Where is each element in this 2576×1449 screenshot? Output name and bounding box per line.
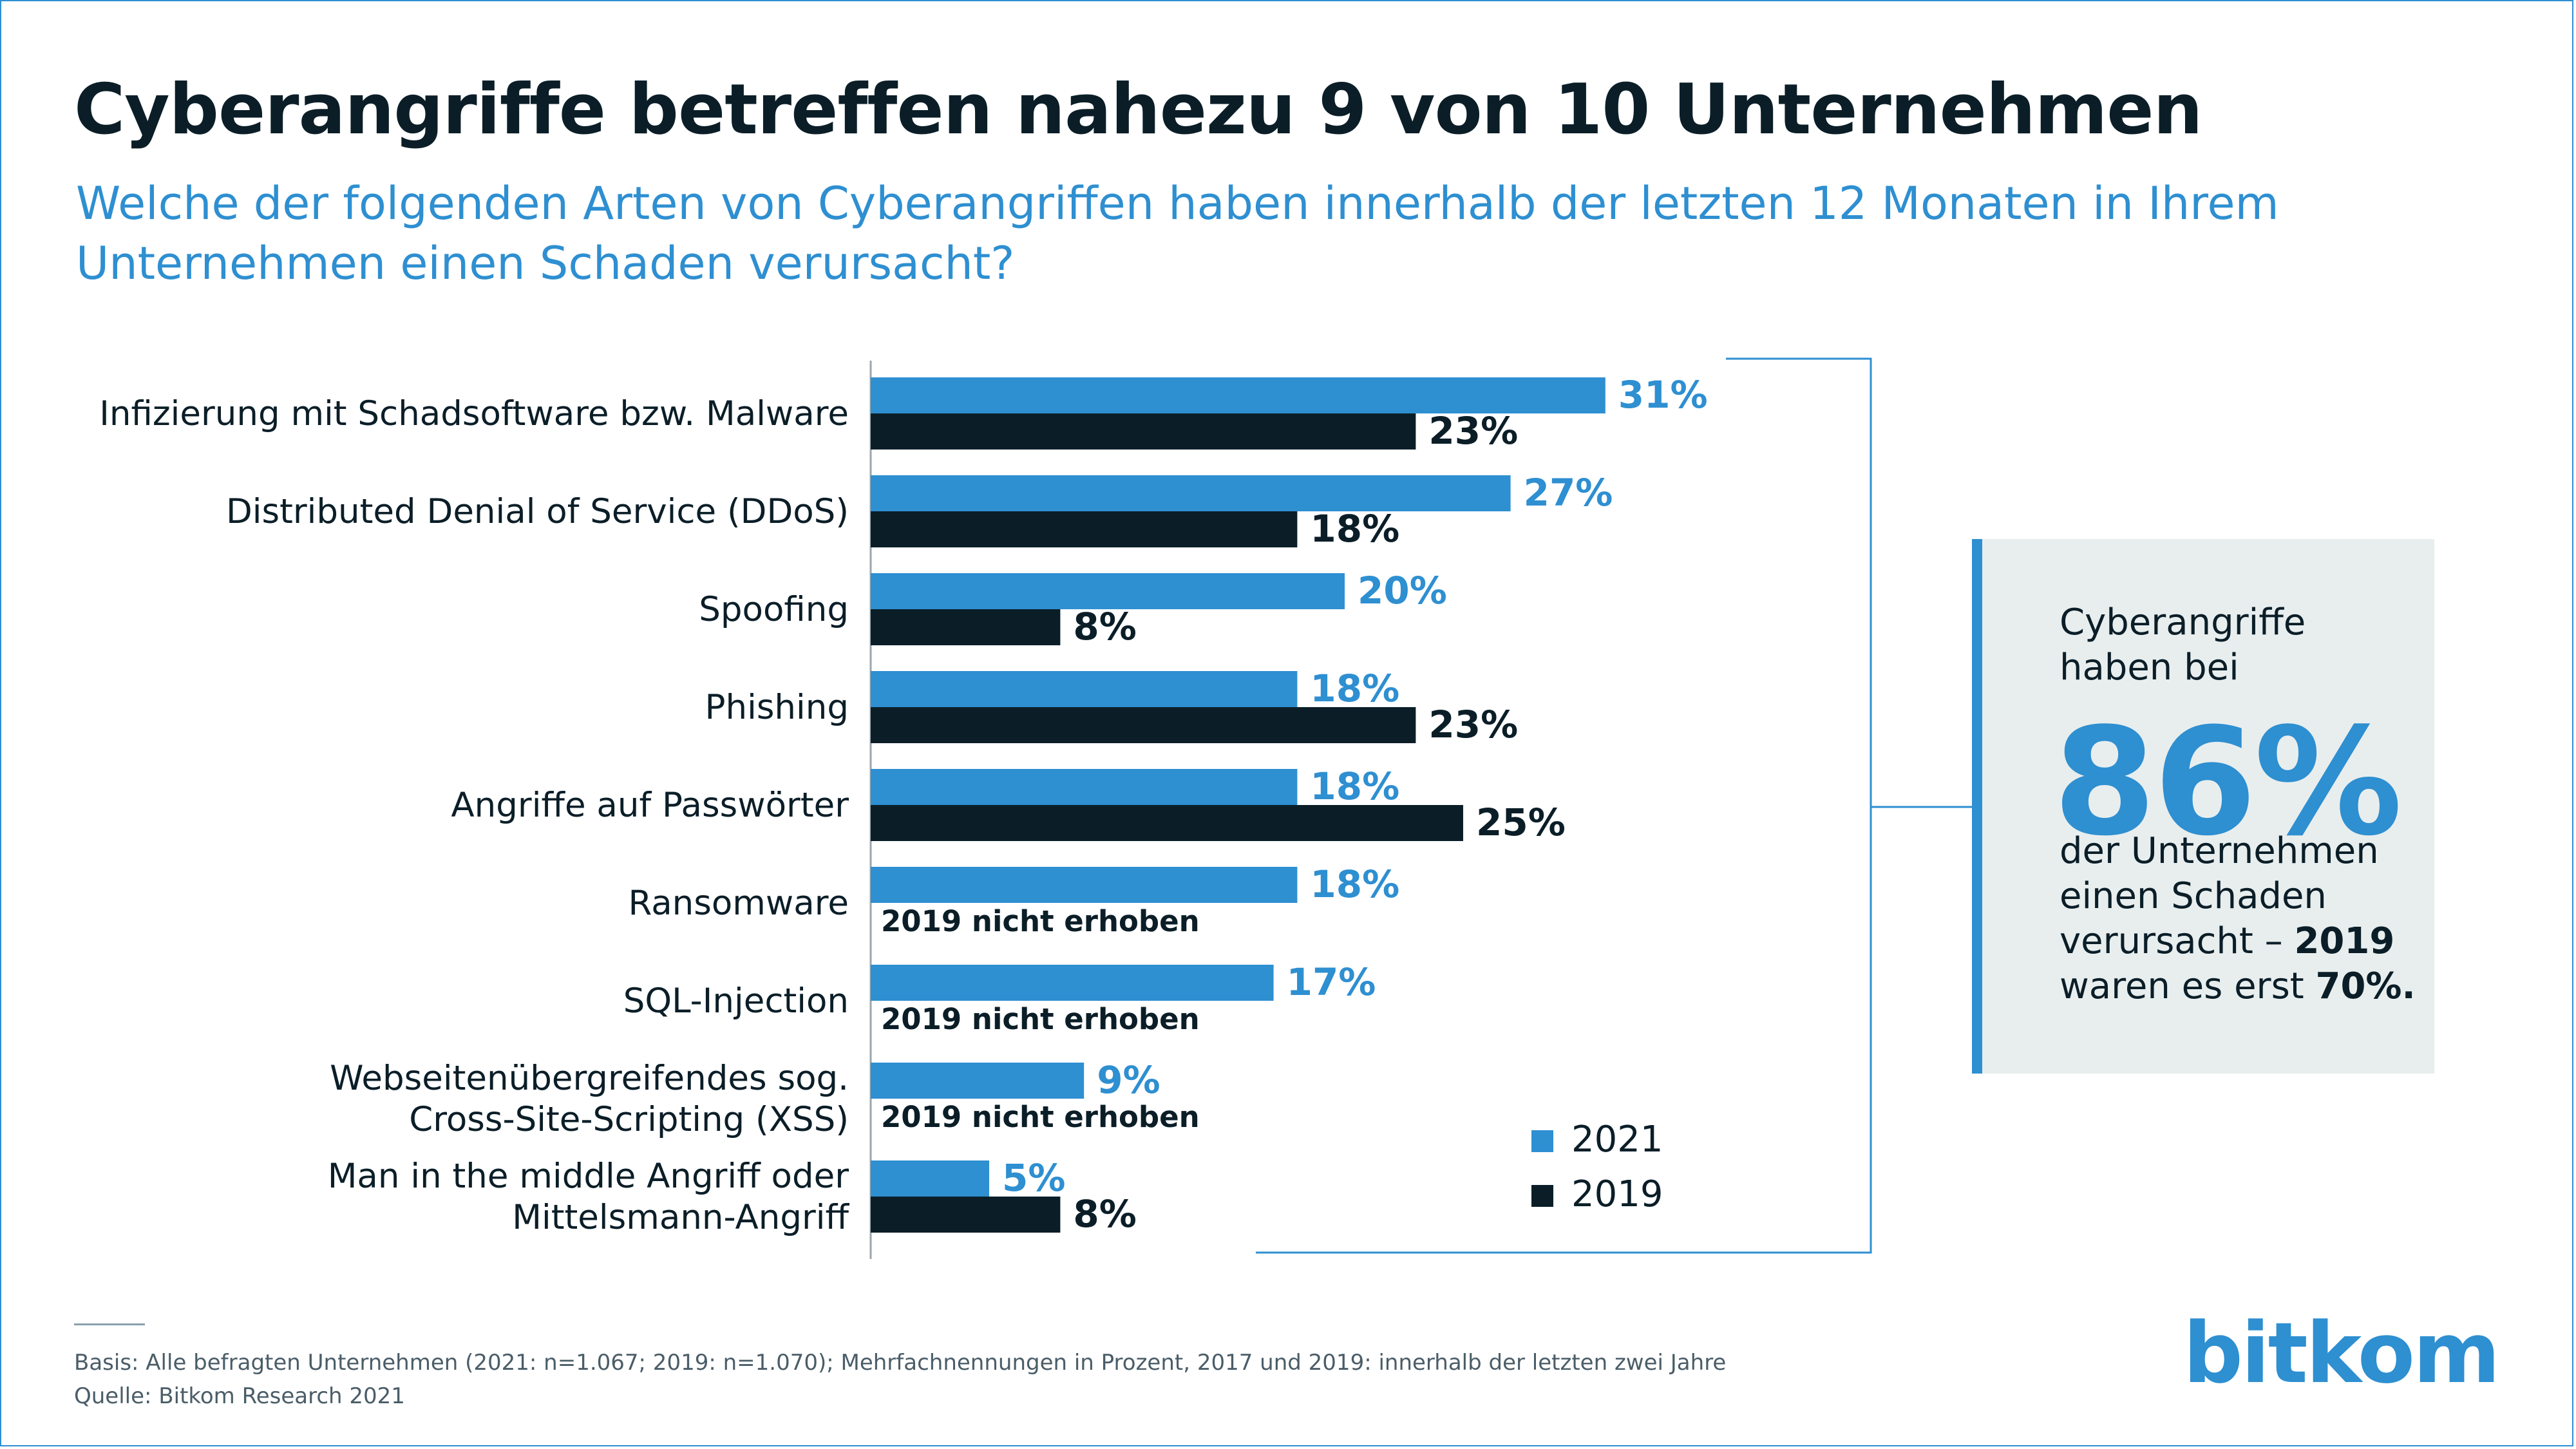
category-label: Phishing <box>705 688 849 727</box>
missing-2019-label: 2019 nicht erhoben <box>881 1100 1200 1134</box>
callout-box: Cyberangriffe haben bei 86% der Unterneh… <box>1972 539 2434 1074</box>
missing-2019-label: 2019 nicht erhoben <box>881 904 1200 938</box>
bar-2021 <box>871 1063 1084 1099</box>
bar-2019 <box>871 609 1061 645</box>
callout-line5-text: verursacht – <box>2060 920 2295 962</box>
data-label-2021: 9% <box>1097 1058 1160 1102</box>
bar-2019 <box>871 413 1416 450</box>
data-label-2021: 18% <box>1310 862 1399 906</box>
category-label: Webseitenübergreifendes sog. <box>330 1059 849 1098</box>
legend-swatch-2019 <box>1531 1185 1553 1207</box>
data-label-2019: 25% <box>1476 800 1566 844</box>
page-title: Cyberangriffe betreffen nahezu 9 von 10 … <box>74 70 2202 150</box>
category-label: Infizierung mit Schadsoftware bzw. Malwa… <box>99 394 849 433</box>
callout-big-value: 86% <box>2053 697 2403 869</box>
callout-line3: der Unternehmen <box>2060 830 2379 872</box>
category-label: Cross-Site-Scripting (XSS) <box>409 1100 849 1139</box>
bar-2021 <box>871 1160 989 1197</box>
data-label-2021: 31% <box>1618 373 1708 417</box>
data-label-2019: 23% <box>1428 409 1518 453</box>
data-label-2021: 27% <box>1524 471 1613 515</box>
callout-line1: Cyberangriffe <box>2060 601 2306 643</box>
page-subtitle: Welche der folgenden Arten von Cyberangr… <box>76 177 2279 290</box>
data-label-2021: 18% <box>1310 667 1399 710</box>
callout-line6: waren es erst 70%. <box>2060 964 2420 1009</box>
data-label-2019: 8% <box>1073 605 1136 649</box>
bitkom-logo: bitkom <box>2183 1304 2500 1402</box>
category-label: Spoofing <box>699 590 849 629</box>
legend-swatch-2021 <box>1531 1130 1553 1152</box>
footer: Basis: Alle befragten Unternehmen (2021:… <box>74 1346 1726 1413</box>
callout-line4: einen Schaden <box>2060 875 2327 917</box>
data-label-2019: 18% <box>1310 507 1399 551</box>
footer-basis: Basis: Alle befragten Unternehmen (2021:… <box>74 1350 1727 1376</box>
callout-intro: Cyberangriffe haben bei <box>2060 600 2394 690</box>
callout-line6-bold: 70%. <box>2315 965 2416 1007</box>
bracket-line <box>1256 357 1872 1254</box>
bar-2021 <box>871 965 1274 1001</box>
data-label-2021: 20% <box>1358 569 1447 612</box>
bar-2021 <box>871 377 1605 413</box>
category-label: Man in the middle Angriff oder <box>328 1157 849 1196</box>
legend-label-2021: 2021 <box>1571 1119 1663 1160</box>
bar-2019 <box>871 1197 1061 1233</box>
data-label-2019: 8% <box>1073 1192 1136 1236</box>
bar-2021 <box>871 769 1298 805</box>
data-label-2021: 5% <box>1002 1156 1065 1200</box>
category-label: Angriffe auf Passwörter <box>451 786 849 825</box>
bar-2021 <box>871 671 1298 707</box>
data-label-2021: 17% <box>1287 960 1376 1004</box>
callout-line6-text: waren es erst <box>2060 965 2316 1007</box>
data-label-2021: 18% <box>1310 764 1399 808</box>
callout-line2: haben bei <box>2060 647 2239 688</box>
bar-2021 <box>871 573 1345 609</box>
bar-2021 <box>871 475 1511 511</box>
category-label: Distributed Denial of Service (DDoS) <box>226 492 849 531</box>
data-label-2019: 23% <box>1428 703 1518 746</box>
footer-source: Quelle: Bitkom Research 2021 <box>74 1383 405 1409</box>
callout-details: der Unternehmen einen Schaden verursacht… <box>2060 829 2420 1009</box>
callout-line5-bold: 2019 <box>2294 920 2395 962</box>
missing-2019-label: 2019 nicht erhoben <box>881 1002 1200 1036</box>
bar-2021 <box>871 867 1298 903</box>
category-label: Mittelsmann-Angriff <box>512 1198 849 1237</box>
bar-2019 <box>871 511 1298 547</box>
bar-2019 <box>871 707 1416 743</box>
footer-divider <box>74 1323 145 1325</box>
category-label: SQL-Injection <box>623 981 849 1021</box>
legend-label-2019: 2019 <box>1571 1173 1663 1215</box>
bar-2019 <box>871 805 1463 841</box>
category-label: Ransomware <box>629 884 849 923</box>
callout-line5: verursacht – 2019 <box>2060 919 2420 964</box>
